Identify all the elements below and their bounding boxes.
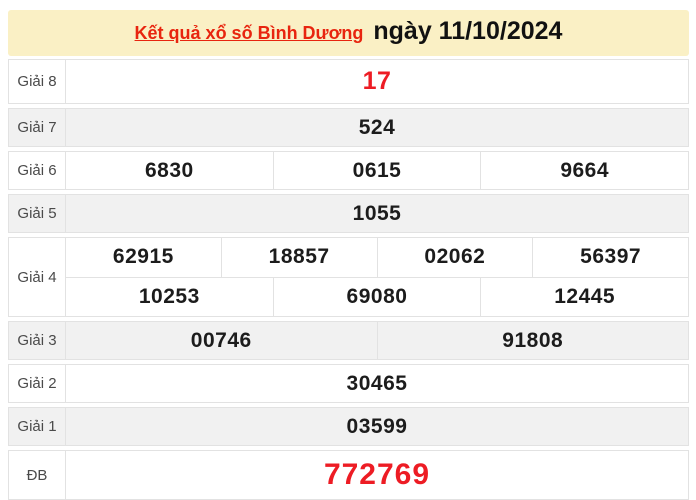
draw-date: ngày 11/10/2024 <box>373 17 563 45</box>
lottery-title-link[interactable]: Kết quả xổ số Bình Dương <box>134 23 364 43</box>
prize-line: 524 <box>66 109 688 146</box>
prize-number: 17 <box>362 67 392 95</box>
prize-number: 69080 <box>346 284 408 308</box>
prize-cell: 772769 <box>66 451 688 499</box>
prize-values: 6830 0615 9664 <box>66 152 688 189</box>
prize-row: Giải 8 17 <box>8 59 689 104</box>
prize-line: 1055 <box>66 195 688 232</box>
prize-number: 6830 <box>144 158 194 182</box>
prize-row: Giải 3 00746 91808 <box>8 321 689 360</box>
prize-number: 18857 <box>268 245 330 269</box>
prize-number: 9664 <box>560 158 610 182</box>
prize-number: 524 <box>358 115 396 139</box>
prize-label: Giải 3 <box>9 322 66 359</box>
prize-cell: 91808 <box>376 322 689 359</box>
prize-label: Giải 2 <box>9 365 66 402</box>
prize-label: Giải 1 <box>9 408 66 445</box>
prize-row: Giải 1 03599 <box>8 407 689 446</box>
prize-values: 00746 91808 <box>66 322 688 359</box>
prize-values: 772769 <box>66 451 688 499</box>
prize-cell: 03599 <box>66 408 688 445</box>
prize-number: 772769 <box>323 458 431 491</box>
prize-label: Giải 5 <box>9 195 66 232</box>
prize-cell: 62915 <box>66 238 221 277</box>
prize-cell: 02062 <box>376 238 533 277</box>
prize-cell: 56397 <box>532 238 688 277</box>
prize-values: 524 <box>66 109 688 146</box>
prize-label: Giải 6 <box>9 152 66 189</box>
prize-number: 0615 <box>352 158 402 182</box>
prize-cell: 18857 <box>220 238 377 277</box>
prize-values: 03599 <box>66 408 688 445</box>
prize-row: Giải 4 62915 18857 02062 56397 10253 69080 1244… <box>8 237 689 317</box>
prize-row: ĐB 772769 <box>8 450 689 500</box>
prize-values: 30465 <box>66 365 688 402</box>
prize-values: 62915 18857 02062 56397 10253 69080 12445 <box>66 238 688 316</box>
prize-cell: 524 <box>66 109 688 146</box>
prize-line: 30465 <box>66 365 688 402</box>
prize-number: 12445 <box>554 284 616 308</box>
prize-line: 6830 0615 9664 <box>66 152 688 189</box>
prize-number: 30465 <box>346 371 408 395</box>
prize-cell: 00746 <box>66 322 377 359</box>
prize-cell: 69080 <box>272 277 481 316</box>
lottery-results-table: Kết quả xổ số Bình Dương ngày 11/10/2024… <box>8 10 689 500</box>
prize-number: 02062 <box>424 245 486 269</box>
prize-row: Giải 7 524 <box>8 108 689 147</box>
prize-label: Giải 7 <box>9 109 66 146</box>
prize-values: 17 <box>66 60 688 103</box>
prize-cell: 0615 <box>272 152 481 189</box>
prize-number: 56397 <box>580 245 642 269</box>
prize-line: 03599 <box>66 408 688 445</box>
prize-label: ĐB <box>9 451 66 499</box>
prize-row: Giải 5 1055 <box>8 194 689 233</box>
prize-label: Giải 4 <box>9 238 66 316</box>
table-header: Kết quả xổ số Bình Dương ngày 11/10/2024 <box>8 10 689 56</box>
prize-number: 03599 <box>346 414 408 438</box>
prize-number: 00746 <box>190 328 252 352</box>
prize-line: 772769 <box>66 451 688 499</box>
prize-cell: 6830 <box>66 152 273 189</box>
prize-row: Giải 6 6830 0615 9664 <box>8 151 689 190</box>
prize-label: Giải 8 <box>9 60 66 103</box>
prize-line: 10253 69080 12445 <box>66 276 688 317</box>
prize-row: Giải 2 30465 <box>8 364 689 403</box>
prize-number: 62915 <box>112 245 174 269</box>
prize-rows: Giải 8 17 Giải 7 524 Giải 6 6830 0615 9664 Giải … <box>8 59 689 500</box>
prize-line: 00746 91808 <box>66 322 688 359</box>
prize-number: 91808 <box>502 328 564 352</box>
prize-values: 1055 <box>66 195 688 232</box>
prize-cell: 12445 <box>480 277 688 316</box>
prize-cell: 9664 <box>480 152 688 189</box>
prize-cell: 17 <box>66 60 688 103</box>
prize-number: 1055 <box>352 201 402 225</box>
prize-cell: 1055 <box>66 195 688 232</box>
prize-cell: 10253 <box>66 278 273 317</box>
prize-line: 17 <box>66 60 688 103</box>
prize-number: 10253 <box>138 284 200 308</box>
prize-line: 62915 18857 02062 56397 <box>66 238 688 277</box>
prize-cell: 30465 <box>66 365 688 402</box>
